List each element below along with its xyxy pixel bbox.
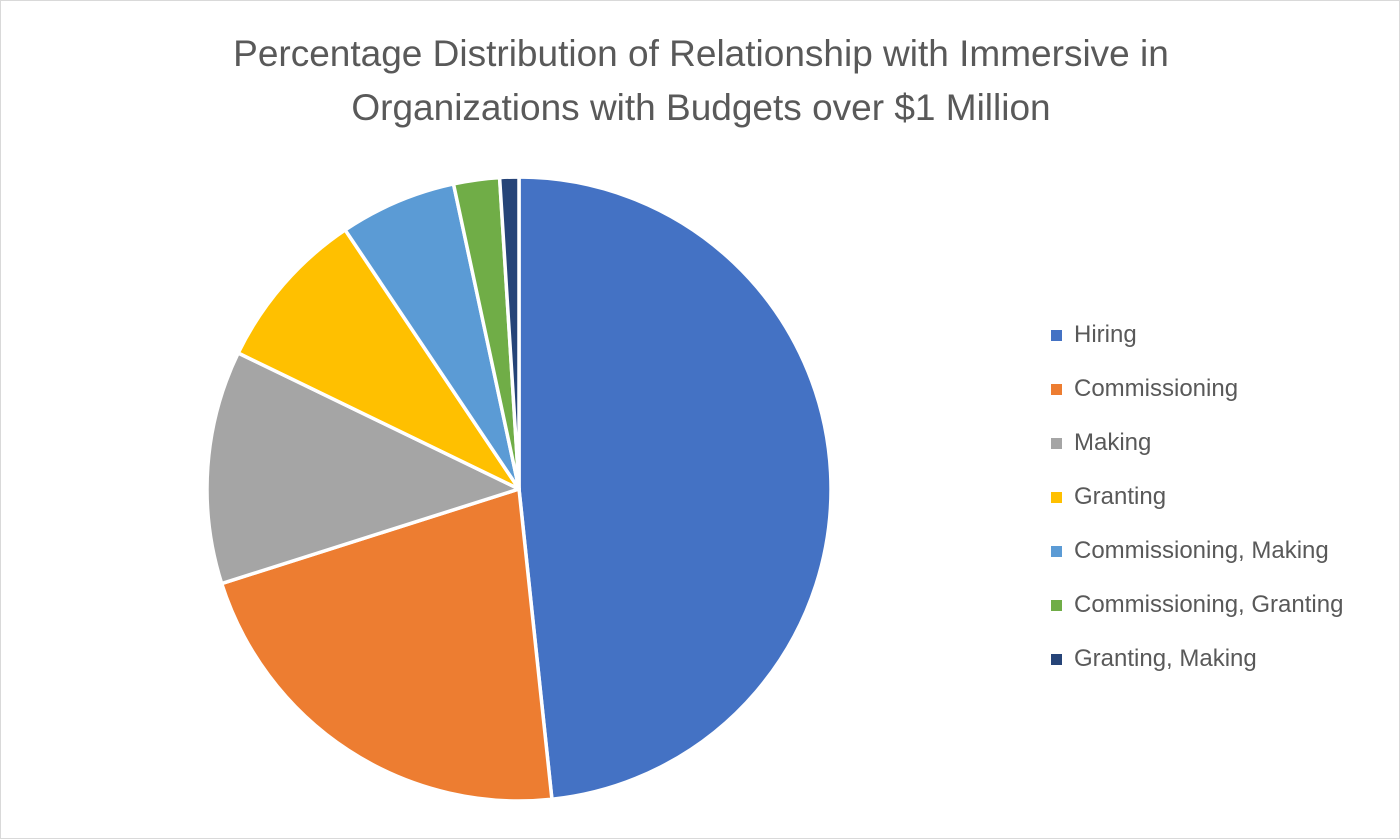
pie-slice-granting-making <box>497 175 521 491</box>
legend-label: Commissioning <box>1074 375 1239 402</box>
legend-swatch <box>1051 599 1062 611</box>
legend-label: Granting <box>1074 483 1167 510</box>
legend-label: Commissioning, Making <box>1074 537 1329 564</box>
legend-label: Commissioning, Granting <box>1074 591 1344 618</box>
legend-item-commissioning: Commissioning <box>1051 362 1343 416</box>
legend-item-commissioning-making: Commissioning, Making <box>1051 524 1343 578</box>
legend-swatch <box>1051 545 1062 557</box>
legend-label: Making <box>1074 429 1152 456</box>
legend-item-granting: Granting <box>1051 470 1343 524</box>
legend-swatch <box>1051 491 1062 503</box>
legend-swatch <box>1051 383 1062 395</box>
legend-item-granting-making: Granting, Making <box>1051 632 1343 686</box>
legend-swatch <box>1051 437 1062 449</box>
chart-title-line-2: Organizations with Budgets over $1 Milli… <box>351 87 1051 128</box>
legend-item-hiring: Hiring <box>1051 308 1343 362</box>
legend-swatch <box>1051 329 1062 341</box>
chart-title: Percentage Distribution of Relationship … <box>101 27 1301 135</box>
legend-label: Granting, Making <box>1074 645 1257 672</box>
pie-slice-hiring <box>517 175 833 802</box>
chart-legend: Hiring Commissioning Making Granting Commiss… <box>1051 308 1343 686</box>
pie-slice-commissioning <box>219 487 554 803</box>
pie-slice-granting <box>236 228 521 491</box>
legend-item-commissioning-granting: Commissioning, Granting <box>1051 578 1343 632</box>
pie-slice-making <box>205 351 521 586</box>
chart-title-line-1: Percentage Distribution of Relationship … <box>233 33 1169 74</box>
pie-slice-commissioning-making <box>343 182 521 491</box>
legend-label: Hiring <box>1074 321 1137 348</box>
legend-item-making: Making <box>1051 416 1343 470</box>
legend-swatch <box>1051 653 1062 665</box>
